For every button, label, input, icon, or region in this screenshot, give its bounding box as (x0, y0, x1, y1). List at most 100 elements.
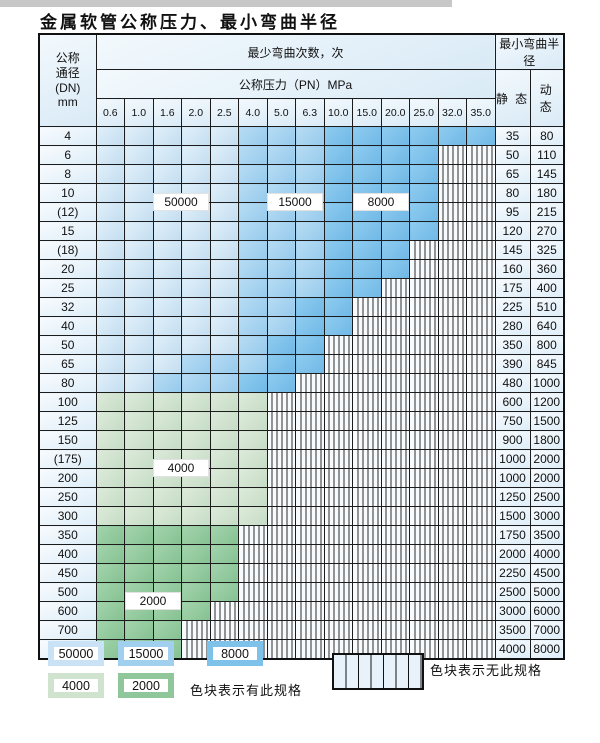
radius-header: 最小弯曲半径 (494, 33, 565, 70)
grid-cell-no-spec (437, 430, 467, 450)
grid-cell-cycles-4000 (95, 392, 125, 412)
grid-cell-cycles-4000 (238, 487, 268, 507)
grid-cell-cycles-15000 (238, 164, 268, 184)
page-title: 金属软管公称压力、最小弯曲半径 (40, 13, 340, 33)
grid-cell-no-spec (409, 278, 439, 298)
grid-cell-no-spec (352, 468, 382, 488)
grid-cell-cycles-50000 (124, 278, 154, 298)
grid-cell-cycles-50000 (209, 335, 239, 355)
grid-cell-cycles-15000 (266, 240, 296, 260)
grid-cell-cycles-50000 (124, 183, 154, 203)
grid-cell-cycles-8000 (323, 221, 353, 241)
pressure-tick: 4.0 (238, 98, 268, 127)
table-row: (18) 145 325 (38, 240, 565, 260)
grid-cell-no-spec (295, 373, 325, 393)
grid-cell-no-spec (380, 620, 410, 640)
grid-cell-no-spec (437, 278, 467, 298)
grid-cell-no-spec (295, 620, 325, 640)
grid-cell-no-spec (466, 354, 496, 374)
grid-cell-cycles-50000 (152, 278, 182, 298)
grid-cell-cycles-15000 (266, 221, 296, 241)
grid-cell-no-spec (266, 430, 296, 450)
grid-cell-cycles-8000 (352, 126, 382, 146)
grid-cell-no-spec (437, 487, 467, 507)
grid-cell-no-spec (266, 487, 296, 507)
grid-cell-cycles-50000 (181, 297, 211, 317)
static-radius-cell: 1750 (494, 525, 531, 545)
grid-cell-cycles-8000 (323, 145, 353, 165)
grid-cell-cycles-2000 (209, 563, 239, 583)
grid-cell-cycles-4000 (152, 411, 182, 431)
static-radius-cell: 600 (494, 392, 531, 412)
grid-cell-no-spec (380, 278, 410, 298)
grid-cell-cycles-4000 (124, 487, 154, 507)
grid-cell-no-spec (352, 373, 382, 393)
grid-cell-no-spec (323, 544, 353, 564)
grid-cell-no-spec (409, 411, 439, 431)
grid-cell-cycles-15000 (295, 240, 325, 260)
grid-cell-cycles-15000 (266, 278, 296, 298)
grid-cell-no-spec (409, 506, 439, 526)
table-row: 20 160 360 (38, 259, 565, 279)
grid-cell-cycles-8000 (323, 316, 353, 336)
dn-cell: 700 (38, 620, 97, 640)
grid-cell-no-spec (266, 639, 296, 660)
dynamic-header: 动 态 (529, 69, 565, 127)
grid-cell-cycles-50000 (209, 126, 239, 146)
grid-cell-cycles-4000 (124, 468, 154, 488)
pressure-tick: 5.0 (266, 98, 296, 127)
grid-cell-no-spec (352, 449, 382, 469)
grid-cell-cycles-8000 (409, 145, 439, 165)
legend-unavailable-note: 色块表示无此规格 (430, 663, 543, 678)
grid-cell-cycles-50000 (124, 221, 154, 241)
grid-cell-no-spec (323, 411, 353, 431)
grid-cell-cycles-15000 (181, 373, 211, 393)
grid-cell-no-spec (409, 620, 439, 640)
grid-cell-no-spec (266, 582, 296, 602)
grid-cell-no-spec (352, 392, 382, 412)
grid-cell-cycles-15000 (238, 335, 268, 355)
grid-cell-cycles-8000 (409, 183, 439, 203)
grid-cell-cycles-50000 (95, 240, 125, 260)
grid-cell-cycles-2000 (181, 525, 211, 545)
grid-cell-no-spec (409, 487, 439, 507)
grid-cell-no-spec (295, 639, 325, 660)
grid-cell-no-spec (437, 411, 467, 431)
grid-cell-no-spec (466, 259, 496, 279)
static-radius-cell: 900 (494, 430, 531, 450)
grid-cell-cycles-4000 (238, 411, 268, 431)
grid-cell-no-spec (409, 259, 439, 279)
grid-cell-no-spec (323, 620, 353, 640)
grid-cell-cycles-15000 (238, 316, 268, 336)
grid-cell-cycles-50000 (152, 240, 182, 260)
grid-cell-cycles-4000 (124, 449, 154, 469)
grid-cell-no-spec (409, 544, 439, 564)
grid-cell-cycles-50000 (152, 221, 182, 241)
grid-cell-no-spec (409, 354, 439, 374)
cycle-count-label: 4000 (153, 459, 209, 477)
grid-cell-cycles-50000 (95, 259, 125, 279)
dn-cell: 10 (38, 183, 97, 203)
grid-cell-cycles-8000 (380, 221, 410, 241)
grid-cell-cycles-50000 (95, 278, 125, 298)
legend-swatch-50000: 50000 (48, 641, 104, 666)
grid-cell-cycles-50000 (181, 221, 211, 241)
grid-cell-no-spec (266, 601, 296, 621)
grid-cell-cycles-15000 (238, 183, 268, 203)
grid-cell-cycles-50000 (95, 126, 125, 146)
cycle-count-label: 15000 (267, 193, 323, 211)
pressure-tick: 1.6 (152, 98, 182, 127)
grid-cell-cycles-2000 (124, 620, 154, 640)
dynamic-radius-cell: 800 (529, 335, 565, 355)
table-row: 400 2000 4000 (38, 544, 565, 564)
grid-cell-cycles-8000 (352, 278, 382, 298)
grid-cell-cycles-50000 (152, 126, 182, 146)
grid-cell-no-spec (295, 468, 325, 488)
grid-cell-no-spec (352, 487, 382, 507)
grid-cell-cycles-15000 (238, 145, 268, 165)
dn-cell: 300 (38, 506, 97, 526)
grid-cell-no-spec (437, 145, 467, 165)
grid-cell-cycles-15000 (295, 126, 325, 146)
grid-cell-no-spec (466, 544, 496, 564)
grid-cell-cycles-8000 (352, 259, 382, 279)
